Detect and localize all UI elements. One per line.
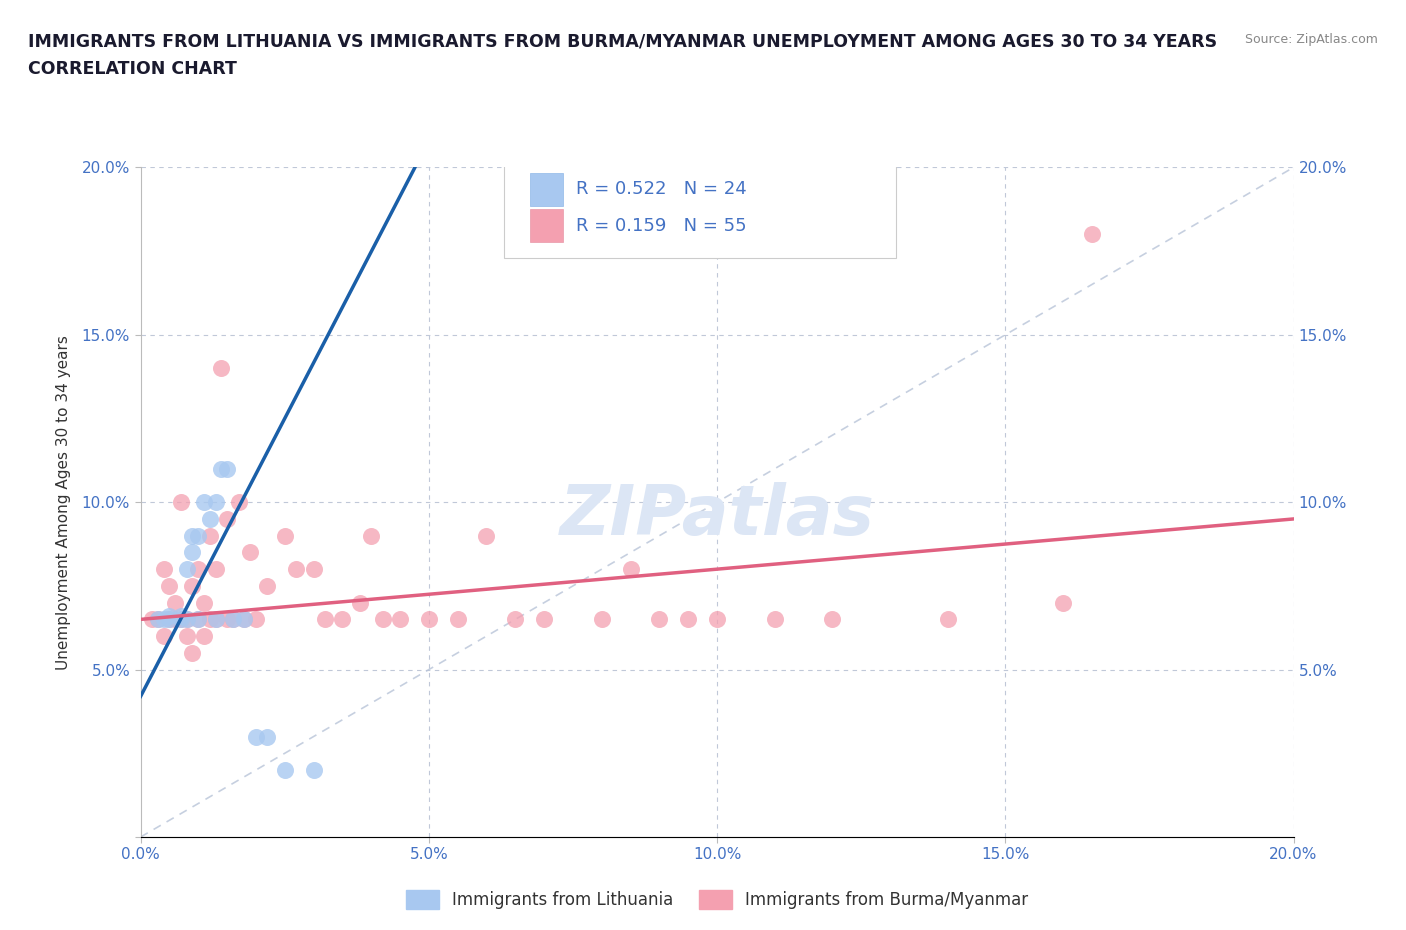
Point: [360, 528, 382, 543]
Point: [193, 629, 215, 644]
Point: [222, 612, 245, 627]
Point: [187, 612, 209, 627]
Point: [591, 612, 613, 627]
Point: [648, 612, 671, 627]
Point: [165, 595, 187, 610]
Point: [187, 528, 209, 543]
Point: [187, 612, 209, 627]
Point: [314, 612, 336, 627]
Point: [198, 612, 221, 627]
Point: [228, 495, 250, 510]
Point: [233, 612, 256, 627]
Point: [349, 595, 371, 610]
Point: [159, 578, 180, 593]
Point: [198, 528, 221, 543]
Point: [204, 562, 226, 577]
Point: [274, 528, 297, 543]
Point: [388, 612, 411, 627]
Point: [170, 612, 193, 627]
Point: [936, 612, 959, 627]
Point: [152, 612, 174, 627]
Point: [503, 612, 526, 627]
Point: [159, 612, 180, 627]
Point: [176, 562, 198, 577]
Point: [217, 512, 239, 526]
Point: [222, 612, 245, 627]
Point: [1052, 595, 1074, 610]
Point: [678, 612, 700, 627]
Point: [181, 545, 204, 560]
Text: Source: ZipAtlas.com: Source: ZipAtlas.com: [1244, 33, 1378, 46]
Point: [447, 612, 470, 627]
Point: [170, 608, 193, 623]
Point: [159, 608, 180, 623]
Point: [619, 562, 641, 577]
Point: [245, 729, 267, 744]
Point: [285, 562, 308, 577]
Point: [204, 612, 226, 627]
Point: [159, 612, 180, 627]
Point: [1081, 227, 1104, 242]
Point: [204, 612, 226, 627]
Point: [302, 562, 325, 577]
Point: [233, 612, 256, 627]
Point: [193, 495, 215, 510]
Point: [302, 763, 325, 777]
Point: [217, 612, 239, 627]
Point: [170, 495, 193, 510]
Point: [533, 612, 555, 627]
Point: [821, 612, 844, 627]
Point: [256, 578, 278, 593]
Text: IMMIGRANTS FROM LITHUANIA VS IMMIGRANTS FROM BURMA/MYANMAR UNEMPLOYMENT AMONG AG: IMMIGRANTS FROM LITHUANIA VS IMMIGRANTS …: [28, 33, 1218, 50]
Text: R = 0.522   N = 24: R = 0.522 N = 24: [576, 180, 747, 198]
Point: [193, 595, 215, 610]
Point: [187, 562, 209, 577]
Point: [146, 612, 169, 627]
Point: [217, 461, 239, 476]
Point: [181, 578, 204, 593]
Point: [475, 528, 498, 543]
Point: [706, 612, 728, 627]
FancyBboxPatch shape: [530, 209, 562, 243]
Point: [146, 612, 169, 627]
Text: CORRELATION CHART: CORRELATION CHART: [28, 60, 238, 78]
Point: [176, 612, 198, 627]
Text: R = 0.159   N = 55: R = 0.159 N = 55: [576, 217, 747, 234]
Point: [763, 612, 786, 627]
Point: [176, 612, 198, 627]
Point: [209, 461, 232, 476]
Point: [239, 545, 262, 560]
FancyBboxPatch shape: [530, 173, 562, 206]
Point: [176, 629, 198, 644]
Point: [152, 562, 174, 577]
FancyBboxPatch shape: [503, 164, 896, 258]
Point: [209, 361, 232, 376]
Point: [371, 612, 394, 627]
Point: [181, 645, 204, 660]
Point: [274, 763, 297, 777]
Point: [152, 629, 174, 644]
Point: [256, 729, 278, 744]
Point: [181, 528, 204, 543]
Text: ZIPatlas: ZIPatlas: [560, 482, 875, 549]
Legend: Immigrants from Lithuania, Immigrants from Burma/Myanmar: Immigrants from Lithuania, Immigrants fr…: [406, 890, 1028, 909]
Point: [245, 612, 267, 627]
Point: [170, 612, 193, 627]
Point: [141, 612, 163, 627]
Point: [204, 495, 226, 510]
Point: [198, 512, 221, 526]
Point: [332, 612, 354, 627]
Point: [418, 612, 440, 627]
Point: [165, 612, 187, 627]
Y-axis label: Unemployment Among Ages 30 to 34 years: Unemployment Among Ages 30 to 34 years: [56, 335, 70, 670]
